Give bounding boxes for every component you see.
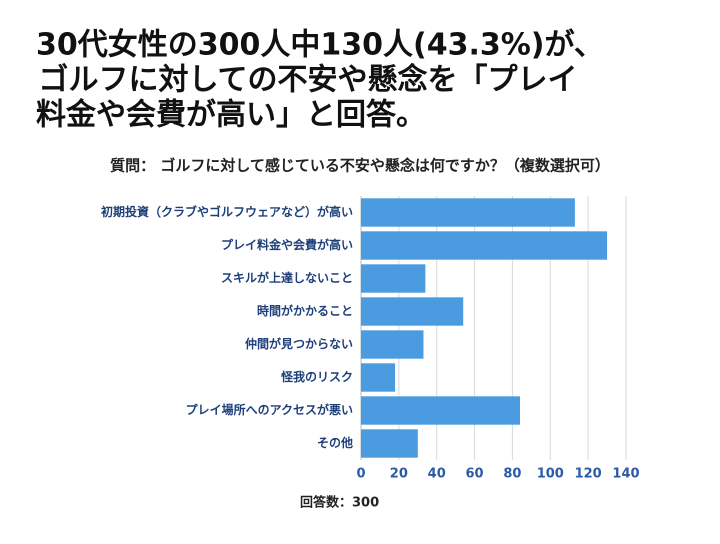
x-tick-label: 40 [428,467,446,482]
note: 回答数：300 [300,495,379,511]
y-tick-label: 初期投資（クラブやゴルフウェアなど）が高い [101,204,353,219]
chart-title: 料金や会費が高い」と回答。 [36,98,426,133]
x-tick-label: 60 [466,467,484,482]
chart-title: ゴルフに対しての不安や懸念を「プレイ [28,63,578,98]
y-tick-label: スキルが上達しないこと [221,270,353,285]
y-tick-label: 仲間が見つからない [245,336,353,351]
x-tick-label: 20 [390,467,408,482]
chart-title: 30代女性の300人中130人(43.3%)が、 [36,28,604,63]
x-tick-label: 120 [575,467,602,482]
x-tick-label: 100 [537,467,564,482]
x-tick-label: 0 [356,467,365,482]
bar [361,396,520,425]
bar [361,264,426,293]
y-tick-label: プレイ料金や会費が高い [221,237,353,252]
chart-subtitle: 質問： ゴルフに対して感じている不安や懸念は何ですか？（複数選択可） [110,157,610,175]
x-tick-label: 140 [612,467,639,482]
bar [361,330,424,359]
y-tick-label: プレイ場所へのアクセスが悪い [186,402,353,417]
y-tick-label: 怪我のリスク [280,369,353,384]
bar [361,231,608,260]
y-tick-label: その他 [317,435,353,450]
bar [361,198,575,227]
bar [361,429,418,458]
x-tick-label: 80 [503,467,521,482]
bar [361,297,464,326]
y-tick-label: 時間がかかること [257,303,353,318]
bar [361,363,396,392]
